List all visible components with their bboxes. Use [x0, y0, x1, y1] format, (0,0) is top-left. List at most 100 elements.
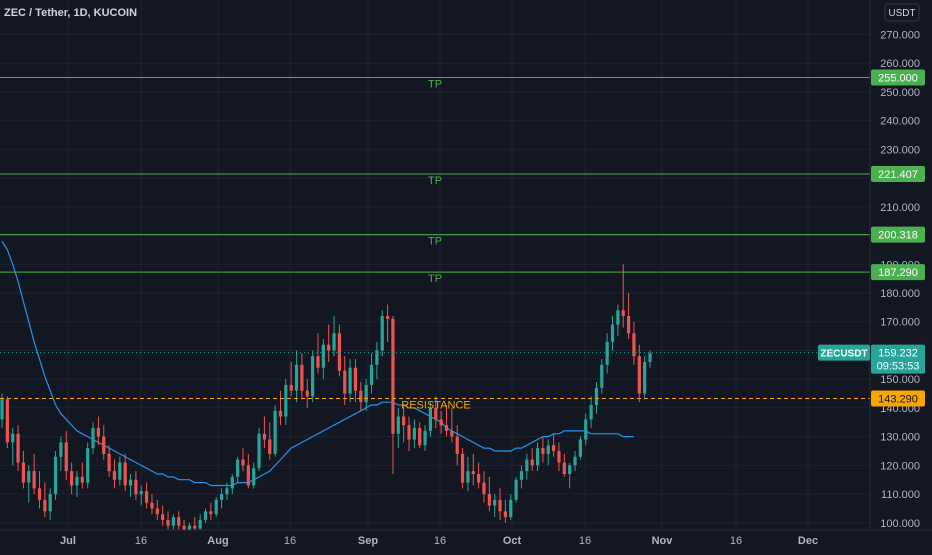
level-price-tag [871, 226, 925, 243]
candle-body [118, 462, 122, 480]
candle-body [477, 473, 481, 483]
level-label: TP [428, 175, 442, 187]
level-price-tag-text: 221.407 [878, 169, 918, 181]
candle-body [257, 433, 261, 469]
candle-body [21, 462, 26, 483]
time-tick-label: Sep [358, 535, 378, 547]
candle-body [273, 410, 277, 454]
candle-body [412, 428, 416, 440]
candle-body [578, 439, 582, 457]
candle-body [241, 459, 245, 466]
price-tick-label: 260.000 [880, 58, 920, 70]
candle-body [278, 410, 283, 417]
level-price-tag-text: 187.290 [878, 267, 918, 279]
currency-badge[interactable] [884, 3, 920, 22]
candle-body [166, 519, 170, 526]
time-axis: Jul 16 Aug 16 Sep 16 Oct 16 Nov 16 Dec [60, 535, 818, 547]
candle-body [375, 350, 379, 365]
candle-body [541, 448, 545, 454]
price-tags: 255.000 221.407 200.318 187.290 143.290 ZECUS… [818, 69, 925, 407]
candle-body [353, 367, 358, 391]
candle-body [144, 491, 149, 503]
chart-title: ZEC / Tether, 1D, KUCOIN [4, 7, 137, 19]
time-tick-label: 16 [284, 535, 296, 547]
time-tick-label: Dec [798, 535, 818, 547]
candle-body [610, 324, 615, 342]
candle-body [96, 428, 101, 437]
candle-body [48, 494, 52, 512]
candle-body [230, 476, 234, 489]
candle-body [37, 488, 42, 500]
time-tick-label: Jul [60, 535, 76, 547]
candle-body [487, 494, 491, 506]
price-tick-label: 130.000 [880, 432, 920, 444]
candle-body [616, 310, 620, 325]
candle-body [289, 384, 293, 391]
candle-body [573, 456, 577, 466]
time-tick-label: 16 [434, 535, 446, 547]
candle-body [305, 390, 309, 397]
candle-body [562, 462, 566, 474]
last-price-tag [871, 344, 925, 374]
time-tick-label: 16 [730, 535, 742, 547]
candle-body [402, 416, 406, 426]
candle-body [327, 344, 331, 351]
candle-body [439, 419, 443, 426]
level-label: TP [428, 236, 442, 248]
level-price-tag [871, 166, 925, 183]
candle-body [514, 479, 518, 500]
candle-body [450, 430, 454, 437]
currency-label: USDT [888, 8, 915, 19]
symbol-tag-text: ZECUSDT [820, 349, 867, 360]
candle-body [359, 390, 363, 403]
moving-average-line [1, 240, 634, 487]
candle-body [643, 361, 647, 394]
candle-body [605, 341, 609, 365]
candle-body [535, 448, 540, 466]
candle-body [214, 499, 218, 515]
levels-layer: TP TP TP TP RESISTANCE [0, 77, 870, 411]
price-tick-label: 270.000 [880, 29, 920, 41]
level-price-tag [871, 264, 925, 281]
symbol-tag[interactable] [818, 344, 870, 361]
candle-body [32, 471, 36, 489]
level-price-tag-text: 143.290 [878, 393, 918, 405]
candle-body [503, 511, 508, 518]
candle-body [600, 364, 604, 388]
candle-body [316, 356, 320, 368]
candle-body [428, 407, 433, 431]
time-axis-panel[interactable] [0, 530, 870, 550]
moving-average-layer [1, 240, 634, 487]
candle-body [423, 430, 427, 446]
price-tick-label: 240.000 [880, 116, 920, 128]
time-tick-label: Nov [652, 535, 674, 547]
candle-body [70, 471, 74, 486]
candle-body [43, 499, 47, 512]
candle-body [27, 471, 31, 483]
candle-body [348, 367, 352, 394]
last-price-value: 159.232 [878, 348, 918, 360]
candle-body [0, 399, 4, 420]
candle-body [337, 333, 341, 371]
candle-body [139, 491, 143, 495]
candle-body [364, 384, 368, 403]
candle-body [557, 451, 561, 463]
candle-body [252, 468, 256, 486]
candle-body [155, 508, 159, 515]
candle-body [525, 459, 529, 472]
price-tick-label: 170.000 [880, 317, 920, 329]
candle-body [128, 479, 133, 486]
candle-body [112, 471, 117, 480]
candle-body [568, 465, 572, 474]
candle-body [444, 425, 449, 431]
price-tick-label: 230.000 [880, 144, 920, 156]
candle-body [209, 511, 213, 515]
candle-body [284, 384, 288, 417]
candle-body [86, 448, 90, 483]
candle-body [5, 399, 9, 443]
candle-body [551, 445, 556, 452]
level-price-tag [871, 69, 925, 86]
